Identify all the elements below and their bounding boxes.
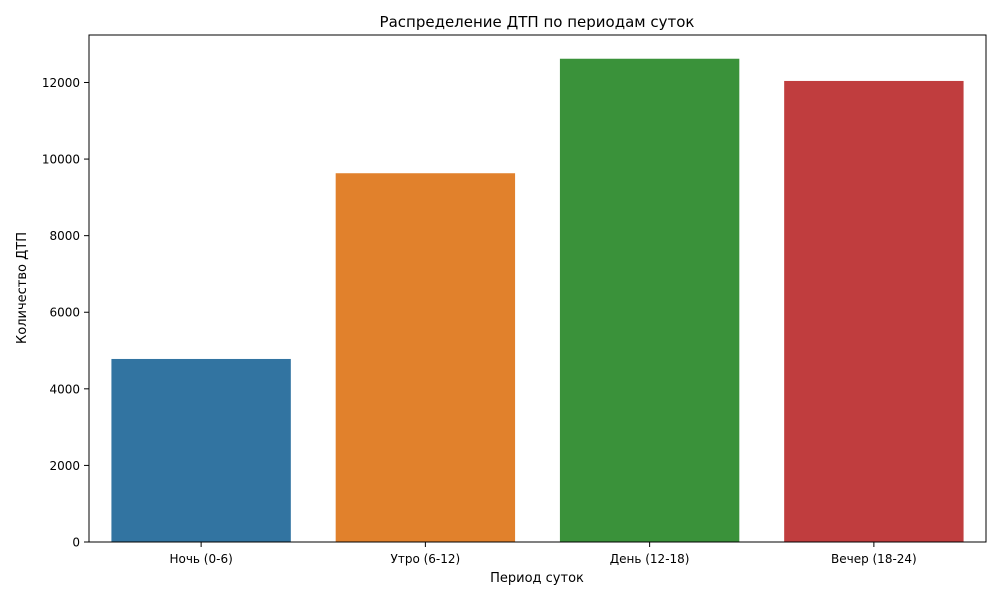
plot-frame: [88, 34, 987, 543]
y-axis-label: Количество ДТП: [15, 232, 30, 344]
bar-3: [784, 80, 964, 542]
x-tick-label: Ночь (0-6): [169, 552, 232, 566]
x-axis-label: Период суток: [490, 571, 584, 586]
x-tick-label: Вечер (18-24): [831, 552, 917, 566]
bars-group: [111, 58, 964, 543]
bar-0: [111, 358, 291, 542]
x-tick-label: Утро (6-12): [391, 552, 461, 566]
x-axis: Ночь (0-6) Утро (6-12) День (12-18) Вечер (…: [169, 542, 917, 566]
bar-1: [335, 173, 516, 543]
y-tick-label: 0: [72, 536, 80, 550]
y-tick-label: 4000: [49, 382, 80, 396]
y-tick-label: 2000: [49, 459, 80, 473]
y-tick-label: 6000: [49, 306, 80, 320]
y-tick-label: 10000: [42, 153, 80, 167]
chart-title: Распределение ДТП по периодам суток: [380, 13, 695, 31]
y-tick-label: 8000: [49, 229, 80, 243]
bar-2: [559, 58, 740, 543]
x-tick-label: День (12-18): [610, 552, 690, 566]
y-axis: 0 2000 4000 6000 8000 10000 12000: [42, 76, 89, 550]
y-tick-label: 12000: [42, 76, 80, 90]
